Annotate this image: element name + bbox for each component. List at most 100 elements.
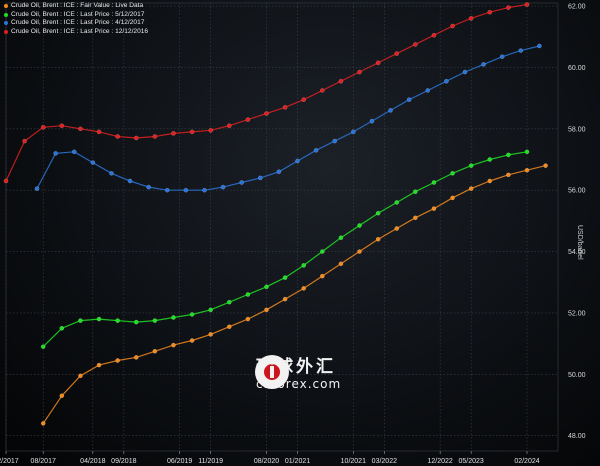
watermark: 环球外汇 cnforex.com [252,352,341,391]
x-tick-label: 08/2017 [31,458,56,465]
data-point [431,180,437,185]
data-point [481,62,486,67]
data-point [394,51,400,56]
y-tick-label: 50.00 [568,372,586,379]
y-tick-label: 54.00 [568,249,586,256]
data-point [375,60,381,66]
data-point [3,178,9,184]
y-tick-label: 60.00 [568,65,586,72]
data-point [59,325,65,331]
data-point [71,149,77,155]
data-point [133,355,139,360]
data-point [115,358,120,363]
data-point [257,175,263,181]
data-point [450,195,455,201]
data-point [524,2,530,7]
data-point [164,187,170,193]
series-line-2 [36,45,540,191]
data-point [226,299,232,305]
legend-label: Crude Oil, Brent : ICE : Last Price : 12… [11,27,149,35]
data-point [518,48,524,53]
legend-item-12-12-2016: Crude Oil, Brent : ICE : Last Price : 12… [4,28,148,37]
data-point [450,23,455,29]
legend-label: Crude Oil, Brent : ICE : Fair Value : Li… [11,2,144,9]
data-point [431,32,437,38]
data-point [40,124,46,130]
data-point [320,273,325,279]
data-point [171,131,176,136]
data-point [338,235,344,241]
legend: Crude Oil, Brent : ICE : Fair Value : Li… [4,2,148,36]
data-point [301,97,307,102]
y-tick-label: 56.00 [568,188,586,195]
data-point [264,111,269,116]
data-point [282,275,288,280]
data-point [245,117,251,122]
x-tick-label: 10/2021 [341,458,366,465]
data-point [264,307,269,313]
data-point [388,108,393,113]
data-point [499,54,505,59]
series-line-1 [42,151,528,348]
y-tick-label: 52.00 [568,310,586,317]
data-point [375,236,381,242]
data-point [53,151,58,156]
data-point [133,319,139,325]
data-point [40,421,46,426]
data-point [78,373,83,379]
data-point [351,129,356,135]
data-point [524,149,530,155]
data-point [183,187,189,193]
data-point [171,342,176,348]
legend-marker-icon [4,21,8,26]
data-point [338,78,344,84]
data-point [189,338,195,343]
data-point [189,129,195,135]
data-point [78,318,83,323]
data-point [276,169,282,175]
x-tick-label: 11/2019 [198,458,223,465]
data-point [109,171,114,176]
data-point [22,138,27,144]
data-point [332,138,338,144]
data-point [208,307,213,313]
series-line-0 [42,165,546,424]
data-point [245,292,251,297]
data-point [524,167,530,173]
data-point [59,123,65,129]
data-point [301,263,307,268]
data-point [406,97,412,102]
legend-marker-icon [4,12,8,17]
x-tick-label: 02/2024 [514,458,539,465]
data-point [133,135,139,141]
data-point [152,348,158,354]
data-point [468,186,474,191]
data-point [543,163,548,168]
data-point [313,147,319,153]
data-point [152,134,158,139]
data-point [506,5,511,10]
data-point [208,128,213,133]
data-point [537,43,542,49]
data-point [245,316,251,322]
x-tick-label: 04/2018 [80,458,105,465]
data-point [506,152,511,158]
data-point [115,134,120,139]
data-point [127,178,133,184]
data-point [78,126,83,132]
data-point [208,332,213,337]
data-point [264,284,269,290]
data-point [413,189,418,195]
data-point [226,324,232,330]
data-point [487,178,493,184]
data-point [394,200,400,205]
legend-marker-icon [4,4,8,9]
data-point [320,249,325,254]
data-point [152,318,158,323]
x-tick-label: 03/2022 [372,458,397,465]
data-point [357,223,362,228]
data-point [34,186,40,191]
legend-item-fair-value: Crude Oil, Brent : ICE : Fair Value : Li… [4,2,148,11]
y-axis-label: USD/barrel [576,225,583,260]
data-point [226,123,232,129]
